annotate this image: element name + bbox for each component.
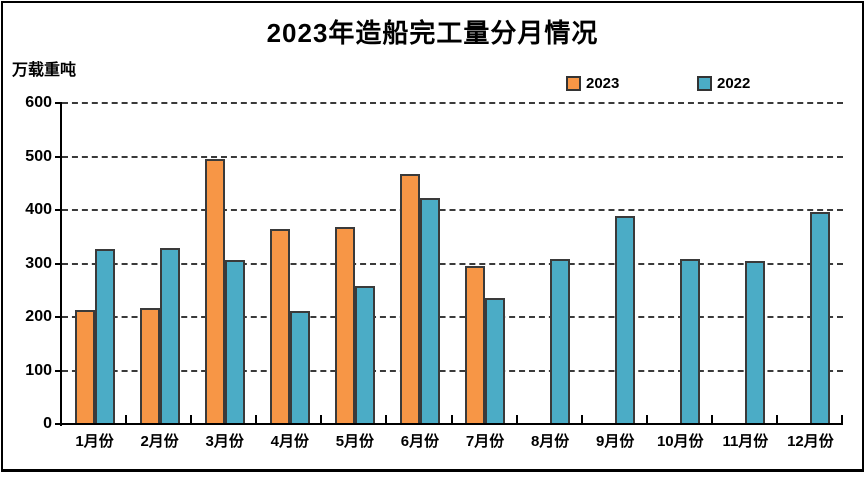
legend-swatch-2022 bbox=[697, 76, 712, 91]
bar-2023-1月份 bbox=[74, 310, 95, 423]
x-axis-category-label: 9月份 bbox=[596, 433, 635, 450]
x-axis-category-label: 12月份 bbox=[787, 433, 834, 450]
bar-2022-11月份 bbox=[745, 260, 766, 423]
x-axis-category-label: 1月份 bbox=[75, 433, 114, 450]
y-axis-tick-mark bbox=[55, 155, 62, 158]
x-axis-tick-mark bbox=[125, 415, 128, 423]
legend-swatch-2023 bbox=[566, 76, 581, 91]
bar-2022-4月份 bbox=[289, 310, 310, 423]
x-axis-tick-mark bbox=[450, 415, 453, 423]
x-axis-category-label: 2月份 bbox=[140, 433, 179, 450]
bar-2023-2月份 bbox=[139, 307, 160, 423]
x-axis-category-label: 7月份 bbox=[465, 433, 505, 450]
legend-item-2023: 2023 bbox=[566, 75, 619, 92]
x-axis-tick-mark bbox=[841, 415, 843, 423]
x-axis-category-label: 11月份 bbox=[722, 433, 769, 450]
bar-2022-10月份 bbox=[680, 258, 701, 423]
bar-2023-6月份 bbox=[399, 174, 420, 423]
x-axis-category-label: 5月份 bbox=[335, 433, 375, 450]
gridline-y400 bbox=[62, 209, 843, 211]
y-axis-tick-label: 100 bbox=[25, 361, 52, 379]
gridline-y300 bbox=[62, 262, 843, 265]
bar-2022-1月份 bbox=[94, 249, 115, 423]
y-axis-tick-mark bbox=[55, 262, 62, 265]
y-axis-line bbox=[60, 103, 62, 426]
x-axis-category-label: 10月份 bbox=[656, 433, 704, 450]
gridline-y600 bbox=[62, 102, 843, 104]
y-axis-tick-mark bbox=[55, 316, 62, 318]
y-axis-tick-mark bbox=[55, 102, 62, 104]
bar-2023-3月份 bbox=[204, 158, 225, 423]
gridline-y200 bbox=[62, 316, 843, 318]
y-axis-tick-label: 500 bbox=[25, 147, 52, 165]
y-axis-tick-label: 200 bbox=[25, 308, 52, 325]
legend-label-2022: 2022 bbox=[717, 75, 751, 92]
x-axis-tick-mark bbox=[710, 415, 713, 423]
x-axis-tick-mark bbox=[515, 415, 518, 423]
x-axis-tick-mark bbox=[190, 415, 193, 423]
x-axis-category-label: 6月份 bbox=[400, 433, 440, 450]
y-axis-unit-label: 万载重吨 bbox=[12, 62, 77, 79]
chart-title: 2023年造船完工量分月情况 bbox=[266, 18, 599, 48]
bar-2023-5月份 bbox=[334, 226, 355, 423]
x-axis-tick-mark bbox=[645, 415, 648, 423]
gridline-y100 bbox=[62, 369, 843, 372]
x-axis-tick-mark bbox=[385, 415, 388, 423]
x-axis-tick-mark bbox=[255, 415, 258, 423]
y-axis-tick-mark bbox=[55, 369, 62, 372]
y-axis-tick-mark bbox=[55, 423, 62, 425]
x-axis-category-label: 4月份 bbox=[270, 433, 309, 450]
x-axis-category-label: 8月份 bbox=[530, 433, 570, 450]
y-axis-tick-label: 300 bbox=[25, 254, 52, 272]
legend-item-2022: 2022 bbox=[697, 75, 750, 92]
bar-2022-3月份 bbox=[224, 259, 245, 423]
y-axis-tick-label: 600 bbox=[25, 94, 52, 111]
x-axis-tick-mark bbox=[320, 415, 323, 423]
bar-2022-7月份 bbox=[485, 297, 506, 423]
x-axis-tick-mark bbox=[580, 415, 583, 423]
bar-2022-2月份 bbox=[159, 248, 180, 423]
x-axis-line bbox=[60, 423, 843, 425]
legend-label-2023: 2023 bbox=[586, 75, 620, 92]
bar-2022-9月份 bbox=[615, 216, 636, 423]
bar-2022-6月份 bbox=[419, 197, 440, 423]
gridline-y500 bbox=[62, 155, 843, 158]
x-axis-category-label: 3月份 bbox=[205, 433, 244, 450]
bar-2022-5月份 bbox=[354, 285, 375, 423]
bar-2022-12月份 bbox=[810, 211, 831, 423]
y-axis-tick-label: 0 bbox=[43, 415, 52, 432]
x-axis-tick-mark bbox=[775, 415, 778, 423]
y-axis-tick-mark bbox=[55, 209, 62, 211]
bar-2022-8月份 bbox=[550, 258, 571, 423]
y-axis-tick-label: 400 bbox=[25, 201, 52, 218]
bar-2023-7月份 bbox=[465, 266, 486, 423]
bar-2023-4月份 bbox=[269, 229, 290, 423]
